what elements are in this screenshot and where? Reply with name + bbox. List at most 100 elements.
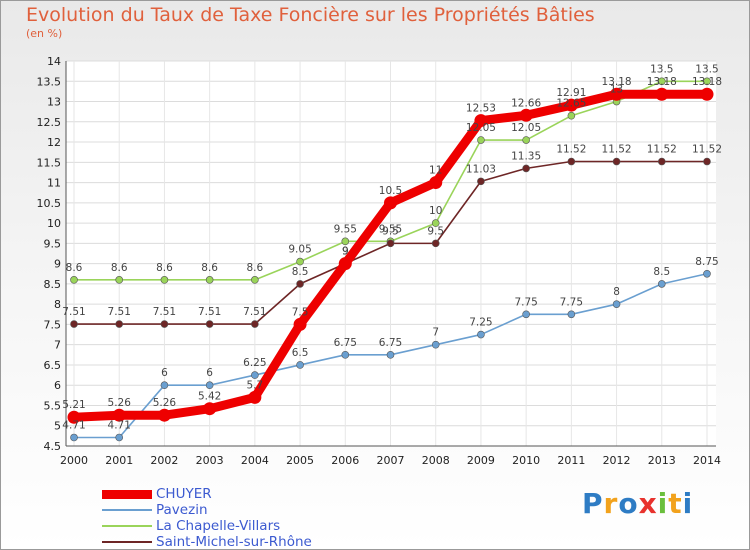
data-point-saint-michel-sur-rhone [657,157,666,166]
y-tick-label: 5.5 [44,399,62,412]
logo-letter: i [682,487,694,520]
data-label-saint-michel-sur-rhone: 8.5 [292,266,309,278]
data-point-la-chapelle-villars [296,257,304,266]
y-tick-label: 11 [47,177,61,190]
data-label-pavezin: 6.75 [379,337,402,349]
data-point-chuyer [338,257,352,271]
data-point-la-chapelle-villars [70,276,78,284]
x-tick-label: 2014 [693,454,721,467]
legend-label: Pavezin [156,502,208,518]
y-tick-label: 12.5 [37,116,62,129]
data-label-saint-michel-sur-rhone: 11.52 [647,144,677,156]
data-label-saint-michel-sur-rhone: 9 [342,246,349,258]
y-tick-label: 4.5 [44,440,62,453]
data-label-chuyer: 7.5 [292,306,309,318]
data-label-saint-michel-sur-rhone: 7.51 [62,306,85,318]
x-tick-label: 2007 [377,454,405,467]
data-point-pavezin [205,381,214,390]
data-label-saint-michel-sur-rhone: 7.51 [243,306,266,318]
data-label-pavezin: 8 [613,286,620,298]
data-label-pavezin: 8.75 [695,256,718,268]
data-point-saint-michel-sur-rhone [477,177,485,186]
legend-label: Saint-Michel-sur-Rhône [156,534,312,550]
data-label-chuyer: 5.26 [153,397,177,409]
data-point-la-chapelle-villars [160,276,169,284]
chart-legend: CHUYER Pavezin La Chapelle-Villars Saint-Mi… [102,486,312,550]
data-point-saint-michel-sur-rhone [522,164,530,173]
x-tick-label: 2008 [422,454,450,467]
x-tick-label: 2011 [557,454,585,467]
data-point-chuyer [519,108,533,122]
data-point-la-chapelle-villars [251,276,259,284]
data-point-chuyer [610,87,624,101]
data-point-pavezin [703,269,711,278]
data-label-la-chapelle-villars: 9.05 [288,244,311,256]
logo-letter: x [638,487,658,520]
data-point-saint-michel-sur-rhone [205,320,214,328]
data-point-pavezin [612,300,621,308]
data-label-pavezin: 6.5 [292,347,309,359]
data-label-saint-michel-sur-rhone: 11.03 [466,163,496,175]
data-point-la-chapelle-villars [341,237,350,246]
x-tick-label: 2010 [512,454,540,467]
data-label-chuyer: 5.42 [198,391,221,403]
data-label-chuyer: 11 [429,165,442,177]
data-point-saint-michel-sur-rhone [296,280,304,288]
data-point-pavezin [386,351,395,359]
logo-letter: t [668,487,683,520]
data-label-pavezin: 7 [432,327,439,339]
data-label-chuyer: 5.26 [108,397,132,409]
data-point-la-chapelle-villars [477,136,485,144]
legend-swatch [102,541,152,543]
data-label-chuyer: 12.91 [556,87,586,99]
data-label-saint-michel-sur-rhone: 7.51 [108,306,131,318]
data-point-chuyer [203,402,217,416]
data-point-pavezin [70,433,78,442]
data-point-la-chapelle-villars [657,77,666,86]
data-label-la-chapelle-villars: 8.6 [201,262,218,274]
data-label-la-chapelle-villars: 12.05 [511,122,541,134]
data-label-pavezin: 7.25 [469,317,492,329]
data-point-pavezin [477,330,485,339]
data-point-chuyer [248,390,262,404]
data-point-pavezin [522,310,530,319]
data-point-saint-michel-sur-rhone [703,157,711,166]
data-point-chuyer [564,98,578,112]
data-label-chuyer: 5.21 [62,399,85,411]
x-tick-label: 2002 [150,454,178,467]
legend-label: CHUYER [156,486,212,502]
x-tick-label: 2004 [241,454,269,467]
data-label-pavezin: 4.71 [62,419,85,431]
y-tick-label: 6.5 [44,359,62,372]
data-point-saint-michel-sur-rhone [115,320,124,328]
data-point-pavezin [657,280,666,288]
data-label-saint-michel-sur-rhone: 9.5 [382,225,399,237]
data-label-chuyer: 12.53 [466,103,496,115]
x-tick-label: 2003 [196,454,224,467]
x-tick-label: 2000 [60,454,88,467]
data-point-pavezin [431,340,440,349]
data-label-chuyer: 12.66 [511,97,541,109]
data-label-saint-michel-sur-rhone: 7.51 [198,306,221,318]
y-tick-label: 9 [54,258,61,271]
data-point-saint-michel-sur-rhone [386,239,395,248]
data-label-la-chapelle-villars: 9.55 [379,223,402,235]
proxiti-logo: Proxiti [582,487,693,520]
legend-swatch [102,525,152,527]
data-point-pavezin [115,433,124,442]
data-label-pavezin: 6 [206,367,213,379]
data-point-chuyer [112,408,126,422]
data-label-pavezin: 7.75 [514,296,537,308]
y-tick-label: 13 [47,96,61,109]
y-tick-label: 7.5 [44,318,62,331]
data-label-pavezin: 6.75 [334,337,357,349]
y-tick-label: 14 [47,55,61,68]
data-label-la-chapelle-villars: 12.05 [466,122,496,134]
y-tick-label: 9.5 [44,237,62,250]
data-point-pavezin [296,361,304,369]
data-point-chuyer [157,408,171,422]
data-label-la-chapelle-villars: 8.6 [156,262,173,274]
y-tick-label: 8 [54,298,61,311]
data-label-chuyer: 5.7 [247,379,264,391]
x-tick-label: 2006 [331,454,359,467]
